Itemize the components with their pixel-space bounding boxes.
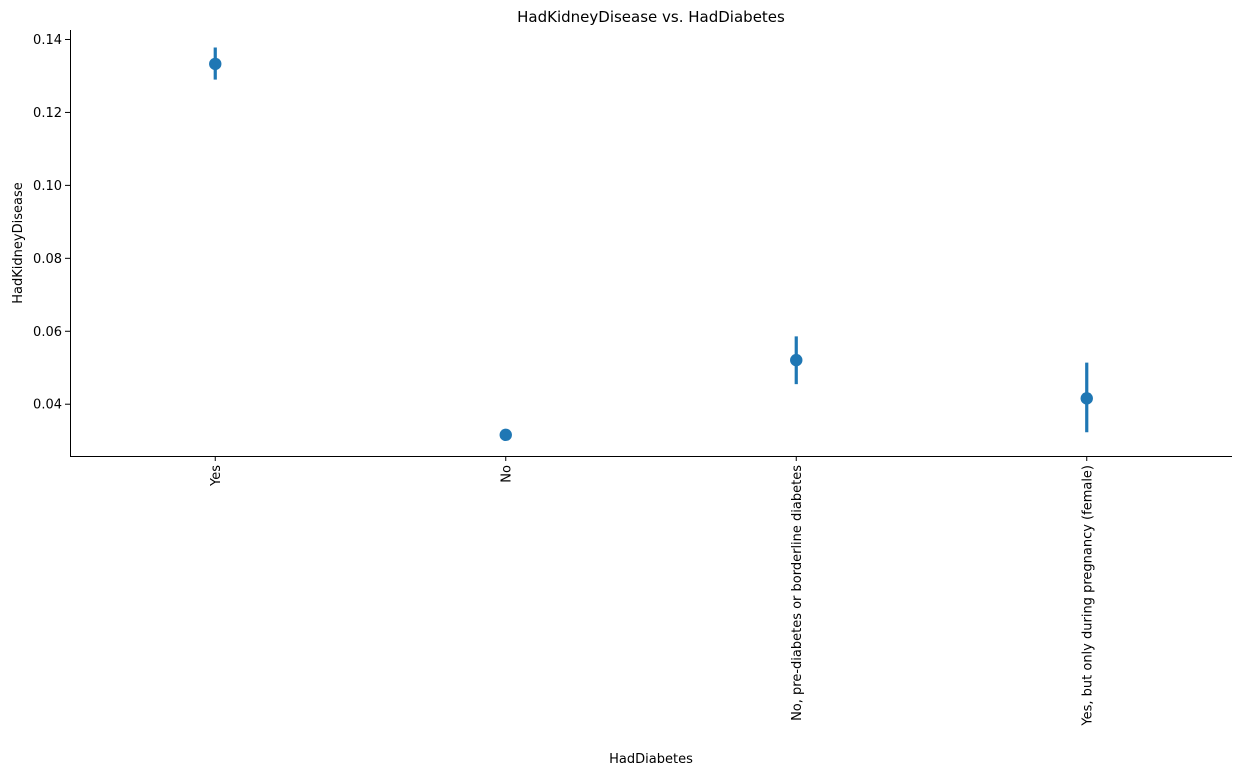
x-tick-label: Yes, but only during pregnancy (female) xyxy=(1080,465,1095,727)
y-tick-label: 0.08 xyxy=(33,252,62,267)
y-axis-title: HadKidneyDisease xyxy=(11,182,26,303)
data-point xyxy=(1080,392,1093,405)
data-point xyxy=(790,353,803,367)
chart-title: HadKidneyDisease vs. HadDiabetes xyxy=(517,8,785,26)
y-tick-label: 0.12 xyxy=(33,106,62,121)
x-tick-label: Yes xyxy=(209,465,224,487)
x-tick-label: No, pre-diabetes or borderline diabetes xyxy=(790,465,805,721)
data-point xyxy=(209,57,222,71)
plot-area xyxy=(209,47,1093,442)
y-tick-label: 0.14 xyxy=(33,33,62,48)
x-tick-label: No xyxy=(499,465,514,483)
y-tick-label: 0.10 xyxy=(33,179,62,194)
x-axis-title: HadDiabetes xyxy=(609,752,693,767)
y-tick-label: 0.06 xyxy=(33,325,62,340)
data-point xyxy=(499,428,512,442)
y-tick-label: 0.04 xyxy=(33,398,62,413)
